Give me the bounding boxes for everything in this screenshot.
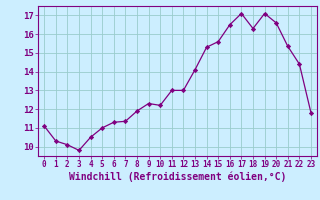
- X-axis label: Windchill (Refroidissement éolien,°C): Windchill (Refroidissement éolien,°C): [69, 172, 286, 182]
